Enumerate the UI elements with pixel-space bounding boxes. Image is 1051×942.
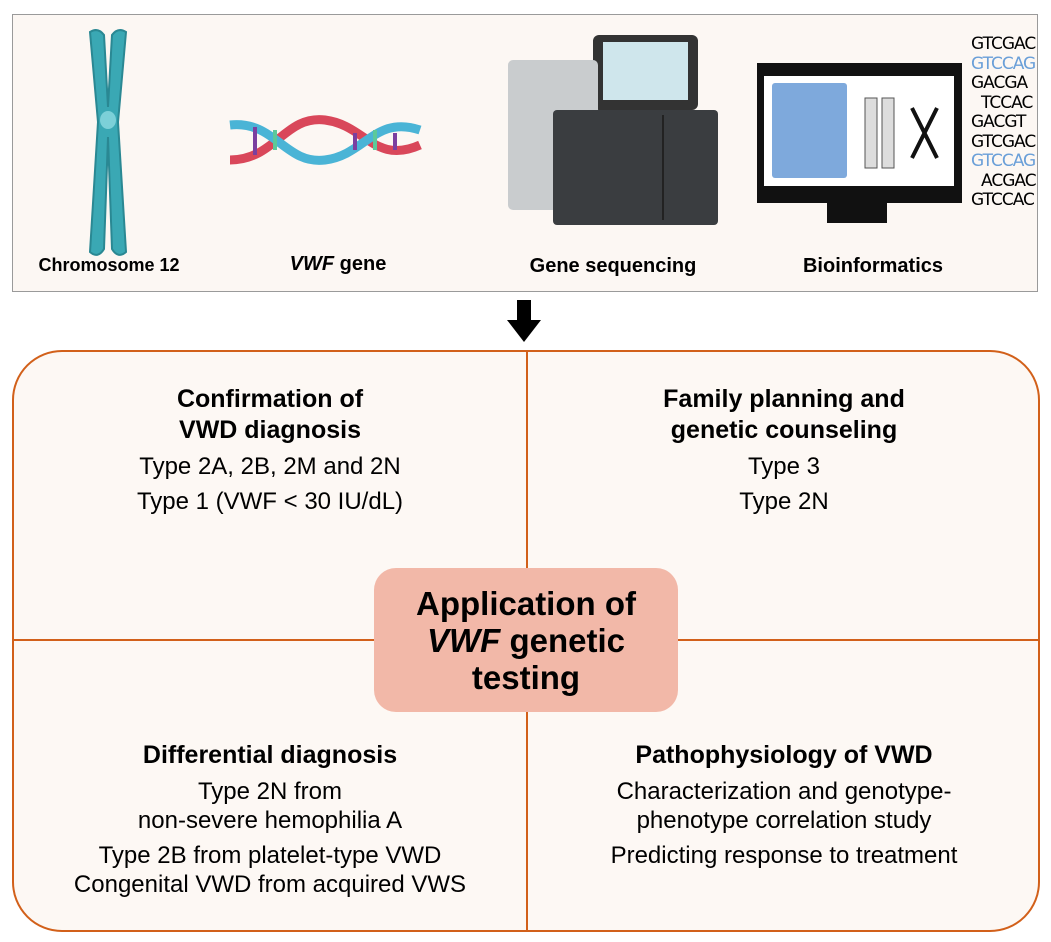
center-line: genetic (500, 621, 625, 659)
item: Type 2N (739, 488, 829, 515)
title: Confirmation of (176, 385, 364, 413)
item: Type 2N from (197, 778, 343, 805)
item: Type 2A, 2B, 2M and 2N (139, 453, 401, 480)
dna-helix-icon (229, 115, 422, 165)
seq-line: GTCCAC (971, 190, 1035, 210)
item: Predicting response to treatment (610, 842, 958, 869)
sequencer-icon (508, 35, 718, 225)
chromosome-icon (88, 29, 128, 256)
seq-line: ACGAC (981, 170, 1037, 191)
seq-line: GTCCAG (971, 151, 1036, 171)
seq-line: GTCCAG (971, 53, 1036, 74)
item: Characterization and genotype- (616, 778, 952, 805)
gene-suffix: gene (334, 253, 387, 275)
label-bioinformatics: Bioinformatics (802, 255, 944, 277)
quadrant-confirmation: Confirmation of VWD diagnosis Type 2A, 2B… (14, 384, 526, 522)
label-vwf-gene: VWF gene (258, 253, 418, 276)
item: Congenital VWD from acquired VWS (73, 871, 467, 898)
item: non-severe hemophilia A (137, 807, 403, 834)
sequence-text: GTCGAC GTCCAG GACGA TCCAC GACGT GTCGAC G… (971, 34, 1037, 211)
title: Pathophysiology of VWD (635, 741, 933, 769)
center-line: testing (471, 658, 581, 696)
computer-icon (757, 63, 962, 223)
quadrant-family-planning: Family planning and genetic counseling Ty… (528, 384, 1038, 522)
title: Family planning and (663, 385, 905, 413)
seq-line: GTCGAC (971, 34, 1036, 54)
applications-panel: Confirmation of VWD diagnosis Type 2A, 2B… (12, 350, 1040, 932)
arrow-down-icon (507, 300, 541, 342)
seq-line: TCCAC (981, 92, 1033, 113)
seq-line: GTCGAC (971, 131, 1036, 152)
item: Type 1 (VWF < 30 IU/dL) (136, 488, 404, 515)
title: genetic counseling (670, 416, 898, 444)
label-chromosome: Chromosome 12 (38, 255, 180, 275)
quadrant-pathophysiology: Pathophysiology of VWD Characterization … (528, 740, 1038, 876)
item: phenotype correlation study (636, 807, 932, 834)
title: Differential diagnosis (142, 741, 398, 769)
label-sequencing: Gene sequencing (529, 255, 697, 277)
title: VWD diagnosis (179, 416, 361, 444)
pipeline-panel: GTCGAC GTCCAG GACGA TCCAC GACGT GTCGAC G… (12, 14, 1038, 292)
seq-line: GACGA (971, 73, 1028, 93)
center-line: Application of (416, 584, 636, 622)
center-title: Application of VWF genetic testing (374, 568, 678, 712)
item: Type 3 (747, 453, 821, 480)
quadrant-differential: Differential diagnosis Type 2N from non-… (14, 740, 526, 905)
item: Type 2B from platelet-type VWD (98, 842, 442, 869)
seq-line: GACGT (971, 112, 1026, 132)
center-gene: VWF (426, 621, 501, 659)
gene-name: VWF (289, 253, 335, 275)
